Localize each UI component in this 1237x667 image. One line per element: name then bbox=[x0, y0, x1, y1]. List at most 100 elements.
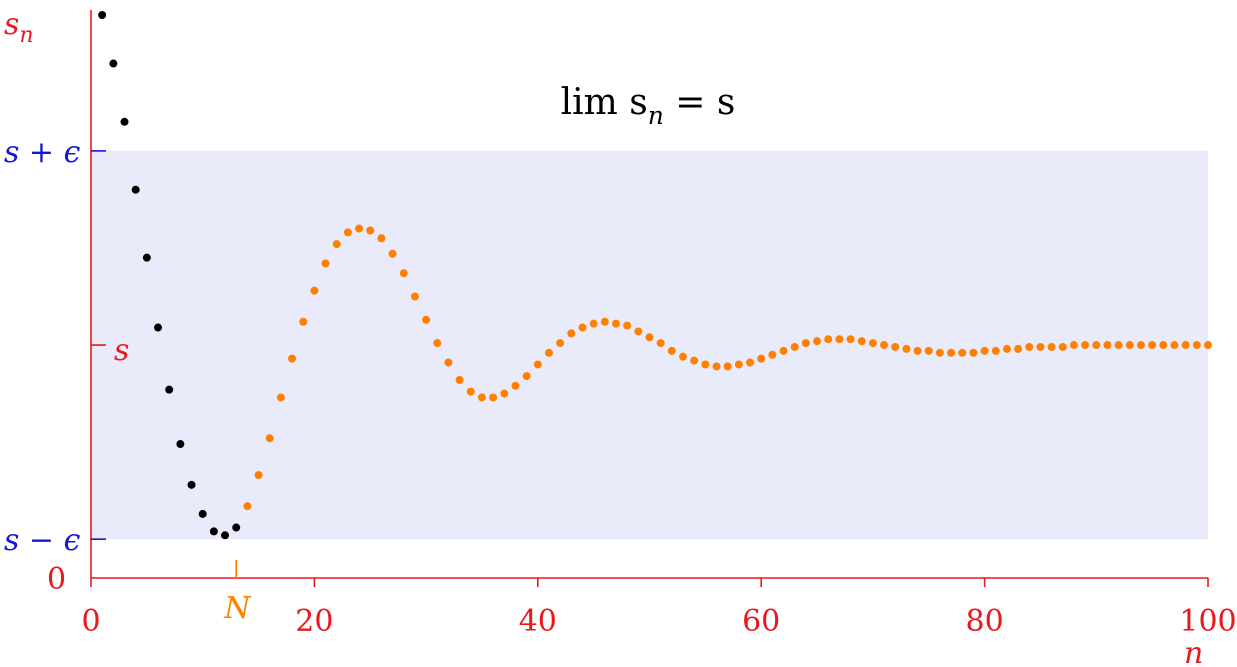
data-point bbox=[1002, 344, 1011, 353]
data-point bbox=[466, 387, 475, 396]
data-point bbox=[600, 317, 609, 326]
data-point bbox=[1069, 341, 1078, 350]
data-point bbox=[578, 323, 587, 332]
data-point bbox=[824, 335, 833, 344]
data-point bbox=[891, 342, 900, 351]
data-points bbox=[98, 11, 1212, 540]
data-point bbox=[969, 348, 978, 357]
data-point bbox=[623, 321, 632, 330]
data-point bbox=[935, 348, 944, 357]
data-point bbox=[332, 240, 341, 249]
data-point bbox=[1204, 341, 1212, 350]
data-point bbox=[835, 335, 844, 344]
data-point bbox=[857, 337, 866, 346]
data-point bbox=[131, 185, 140, 194]
data-point bbox=[265, 434, 274, 443]
data-point bbox=[254, 471, 263, 480]
data-point bbox=[343, 228, 352, 237]
data-point bbox=[690, 356, 699, 365]
data-point bbox=[310, 286, 319, 295]
data-point bbox=[120, 117, 129, 126]
data-point bbox=[489, 393, 498, 402]
data-point bbox=[321, 259, 330, 268]
chart-title: lim sn = s bbox=[561, 82, 736, 130]
data-point bbox=[734, 360, 743, 369]
data-point bbox=[1025, 342, 1034, 351]
data-point bbox=[1047, 342, 1056, 351]
data-point bbox=[589, 319, 598, 328]
data-point bbox=[1181, 341, 1190, 350]
data-point bbox=[679, 352, 688, 361]
data-point bbox=[556, 339, 565, 348]
data-point bbox=[243, 502, 252, 511]
x-tick-label: 60 bbox=[742, 604, 780, 639]
data-point bbox=[801, 339, 810, 348]
data-point bbox=[221, 531, 230, 540]
data-point bbox=[880, 341, 889, 350]
data-point bbox=[790, 342, 799, 351]
data-point bbox=[511, 381, 520, 390]
data-point bbox=[209, 527, 218, 536]
data-point bbox=[154, 323, 163, 332]
data-point bbox=[522, 372, 531, 381]
data-point bbox=[1125, 341, 1134, 350]
x-tick-label: 40 bbox=[519, 604, 557, 639]
data-point bbox=[1192, 341, 1201, 350]
data-point bbox=[422, 315, 431, 324]
data-point bbox=[1148, 341, 1157, 350]
data-point bbox=[723, 362, 732, 371]
data-point bbox=[377, 234, 386, 243]
data-point bbox=[567, 329, 576, 338]
data-point bbox=[410, 292, 419, 301]
data-point bbox=[1170, 341, 1179, 350]
data-point bbox=[846, 335, 855, 344]
n-marker-label: N bbox=[223, 591, 252, 626]
data-point bbox=[176, 440, 185, 449]
data-point bbox=[477, 393, 486, 402]
data-point bbox=[913, 346, 922, 355]
data-point bbox=[276, 393, 285, 402]
data-point bbox=[1136, 341, 1145, 350]
data-point bbox=[611, 319, 620, 328]
data-point bbox=[544, 348, 553, 357]
data-point bbox=[667, 346, 676, 355]
data-point bbox=[388, 249, 397, 258]
data-point bbox=[947, 348, 956, 357]
data-point bbox=[924, 346, 933, 355]
data-point bbox=[1114, 341, 1123, 350]
data-point bbox=[645, 333, 654, 342]
data-point bbox=[399, 269, 408, 278]
data-point bbox=[533, 360, 542, 369]
data-point bbox=[142, 253, 151, 262]
data-point bbox=[991, 346, 1000, 355]
data-point bbox=[187, 480, 196, 489]
data-point bbox=[109, 59, 118, 68]
data-point bbox=[1103, 341, 1112, 350]
data-point bbox=[757, 354, 766, 363]
data-point bbox=[902, 344, 911, 353]
data-point bbox=[1036, 342, 1045, 351]
data-point bbox=[288, 354, 297, 363]
y-axis-label: sn bbox=[4, 7, 34, 48]
data-point bbox=[355, 224, 364, 233]
data-point bbox=[433, 339, 442, 348]
band-lower-label: s − ϵ bbox=[4, 523, 81, 558]
x-ticks: 0 20 40 60 80 100 bbox=[81, 578, 1237, 639]
data-point bbox=[232, 523, 241, 532]
data-point bbox=[98, 11, 107, 19]
data-point bbox=[455, 375, 464, 384]
data-point bbox=[1058, 342, 1067, 351]
band-upper-label: s + ϵ bbox=[4, 135, 81, 170]
data-point bbox=[746, 358, 755, 367]
x-tick-label: 80 bbox=[966, 604, 1004, 639]
epsilon-band bbox=[91, 150, 1208, 540]
data-point bbox=[634, 327, 643, 336]
data-point bbox=[779, 346, 788, 355]
data-point bbox=[198, 509, 207, 518]
data-point bbox=[1159, 341, 1168, 350]
data-point bbox=[768, 350, 777, 359]
x-axis-label: n bbox=[1184, 636, 1203, 667]
data-point bbox=[1081, 341, 1090, 350]
data-point bbox=[366, 226, 375, 235]
